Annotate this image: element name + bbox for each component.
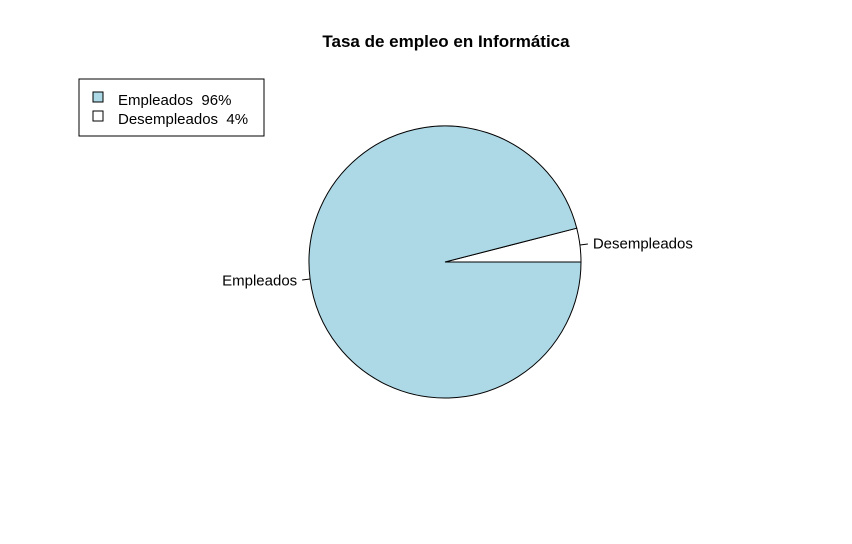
pie-slice-empleados bbox=[308, 125, 582, 399]
legend: Empleados 96% Desempleados 4% bbox=[78, 78, 265, 137]
slice-labels: Desempleados Empleados bbox=[222, 235, 693, 289]
legend-entry-empleados: Empleados 96% bbox=[118, 92, 231, 109]
slice-label-desempleados: Desempleados bbox=[593, 235, 693, 252]
chart-title: Tasa de empleo en Informática bbox=[322, 32, 570, 51]
slice-label-tick-desempleados bbox=[579, 243, 588, 246]
slice-label-tick-empleados bbox=[302, 278, 311, 281]
legend-box bbox=[78, 78, 265, 137]
pie bbox=[308, 125, 582, 399]
legend-swatch-empleados bbox=[92, 91, 104, 103]
slice-label-empleados: Empleados bbox=[222, 273, 297, 290]
legend-swatch-desempleados bbox=[92, 110, 104, 122]
legend-entry-desempleados: Desempleados 4% bbox=[118, 111, 248, 128]
